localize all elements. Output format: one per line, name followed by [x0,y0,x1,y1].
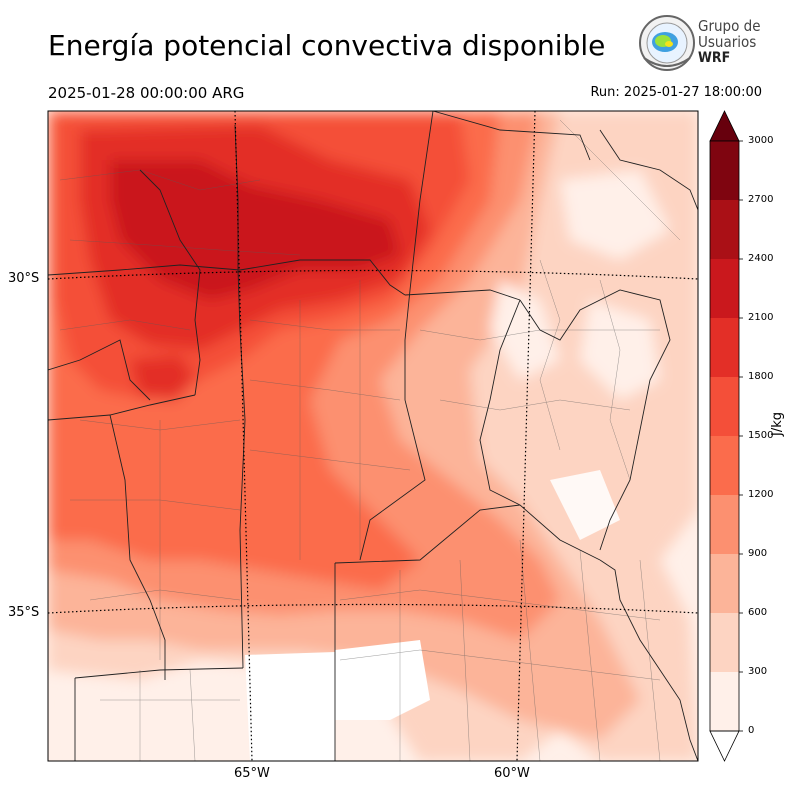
colorbar-segment [710,554,739,613]
colorbar-extend-max [709,110,740,142]
colorbar [709,110,743,762]
lat-label-30s: 30°S [8,271,40,286]
lat-label-35s: 35°S [8,605,40,620]
colorbar-segment [710,318,739,377]
logo-line-1: Grupo de [698,17,761,35]
colorbar-tick-label: 2400 [748,253,774,264]
colorbar-tick-label: 1200 [748,489,774,500]
department-boundaries [59,119,681,761]
colorbar-tick-label: 2100 [748,312,774,323]
colorbar-segment [710,200,739,259]
lon-label-65w: 65°W [234,766,270,781]
colorbar-segment [710,141,739,200]
colorbar-tick-label: 1800 [748,371,774,382]
colorbar-tick-label: 0 [748,725,755,736]
coastline [599,559,698,761]
logo-line-2: Usuarios [698,33,757,51]
run-time: Run: 2025-01-27 18:00:00 [590,85,762,100]
grupo-usuarios-wrf-logo: Grupo de Usuarios WRF [638,14,788,72]
colorbar-extend-min [709,730,740,762]
colorbar-tick-label: 600 [748,607,768,618]
logo-line-3: WRF [698,50,731,66]
colorbar-segment [710,259,739,318]
lon-label-60w: 60°W [494,766,530,781]
valid-time: 2025-01-28 00:00:00 ARG [48,84,245,102]
colorbar-segment [710,672,739,731]
map-title: Energía potencial convectiva disponible [48,29,606,62]
colorbar-unit: J/kg [770,412,785,436]
colorbar-tick-label: 300 [748,666,768,677]
colorbar-tick-label: 3000 [748,135,774,146]
colorbar-segment [710,495,739,554]
province-boundaries [48,111,698,761]
graticule [48,111,698,761]
globe-seal-icon [639,15,695,71]
colorbar-segment [710,613,739,672]
cape-field [48,111,698,761]
colorbar-tick-label: 900 [748,548,768,559]
colorbar-tick-label: 2700 [748,194,774,205]
colorbar-segment [710,377,739,436]
colorbar-tick-label: 1500 [748,430,774,441]
colorbar-segment [710,436,739,495]
map-frame [47,110,699,762]
